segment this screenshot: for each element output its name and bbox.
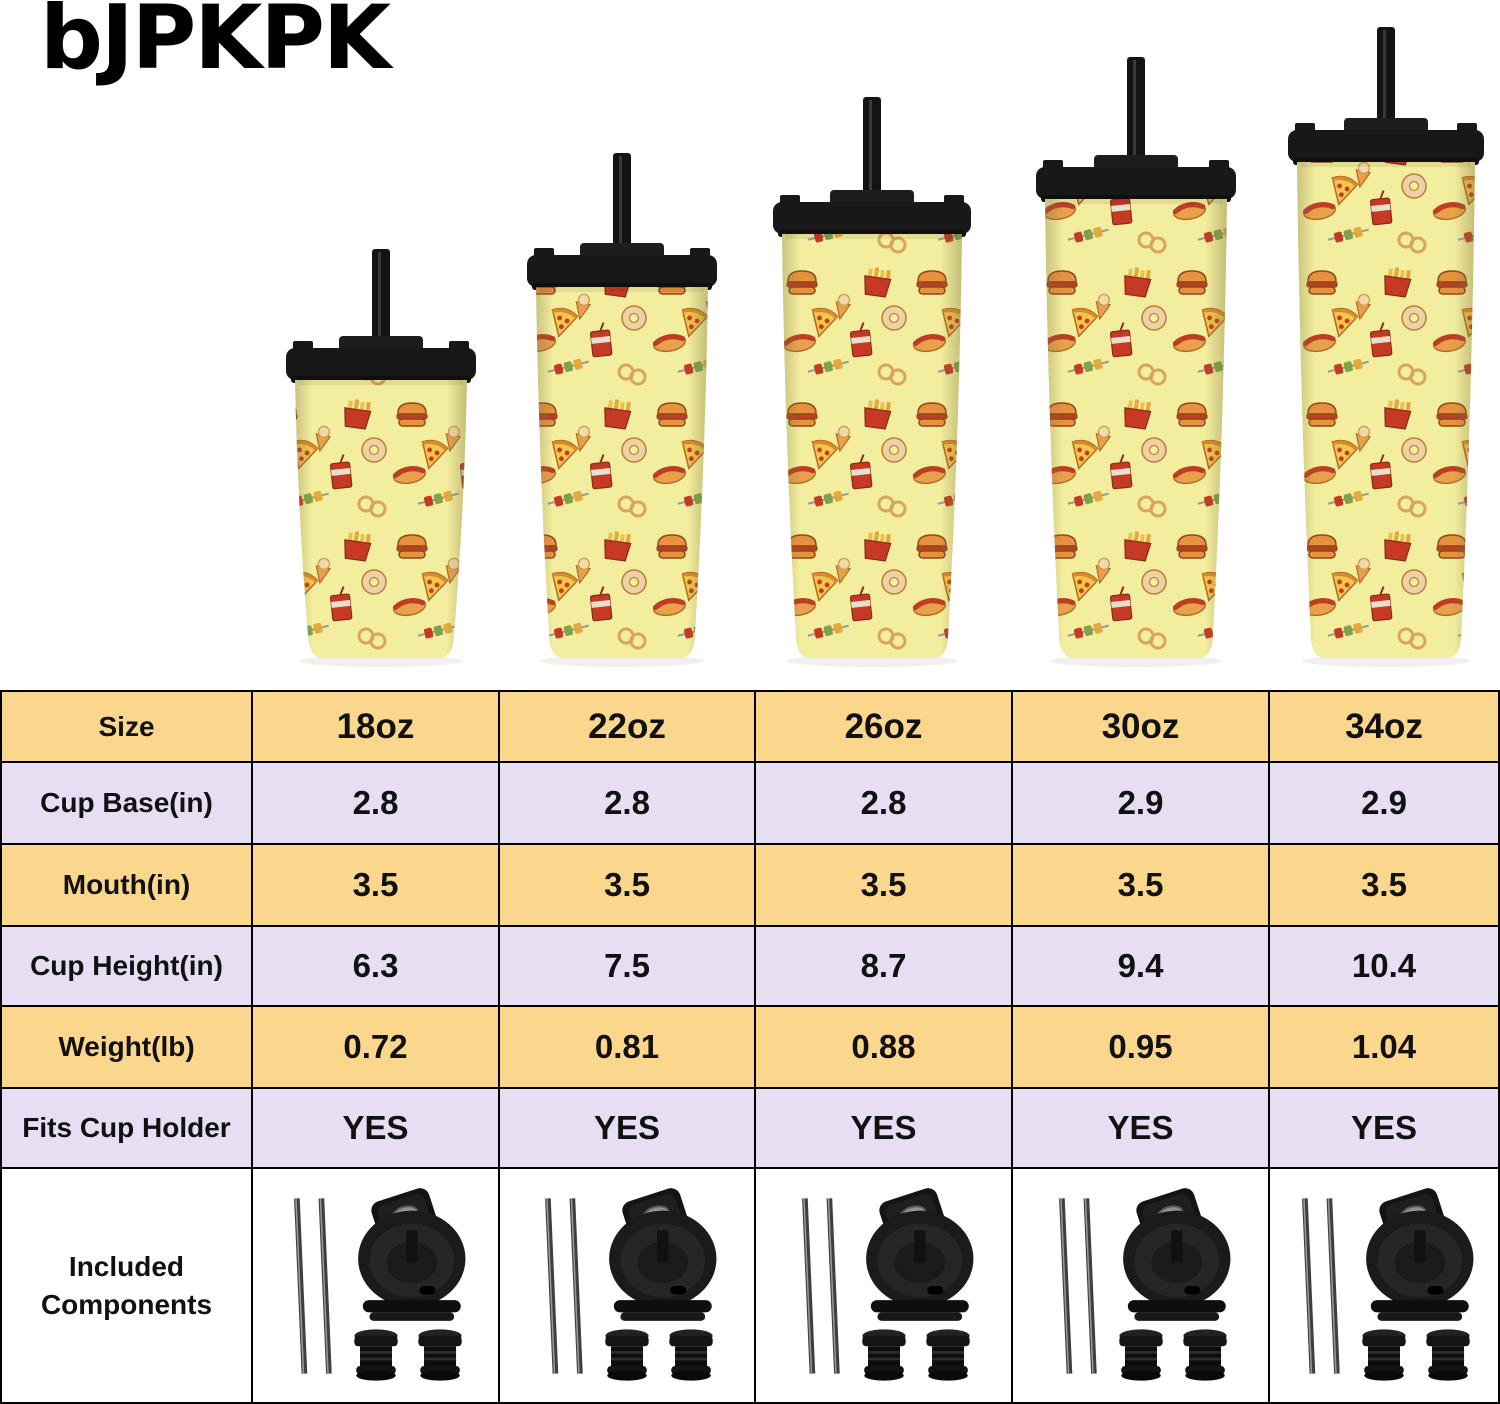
size-header-size-2: 22oz bbox=[500, 692, 756, 763]
row-label-cup-height-in: Cup Height(in) bbox=[2, 927, 253, 1007]
included-components-icon bbox=[263, 1187, 489, 1385]
included-components-icon bbox=[514, 1187, 740, 1385]
spec-cell-mouth-in-2: 3.5 bbox=[500, 845, 756, 927]
tumbler-body bbox=[1297, 162, 1475, 658]
tumbler-lid bbox=[286, 336, 476, 383]
spec-cell-cup-height-in-2: 7.5 bbox=[500, 927, 756, 1007]
spec-cell-weight-lb-1: 0.72 bbox=[253, 1007, 500, 1089]
spec-cell-weight-lb-5: 1.04 bbox=[1270, 1007, 1498, 1089]
spec-table: Size 18oz 22oz 26oz 30oz 34oz Cup Base(in) 2.8 2… bbox=[0, 690, 1500, 1404]
tumbler-body bbox=[782, 234, 962, 658]
row-label-size: Size bbox=[2, 692, 253, 763]
components-cell-1 bbox=[253, 1169, 500, 1402]
spec-cell-cup-base-in-5: 2.9 bbox=[1270, 763, 1498, 845]
spec-cell-fits-cup-holder-3: YES bbox=[756, 1089, 1013, 1169]
spec-cell-mouth-in-4: 3.5 bbox=[1013, 845, 1270, 927]
size-header-size-1: 18oz bbox=[253, 692, 500, 763]
spec-cell-weight-lb-4: 0.95 bbox=[1013, 1007, 1270, 1089]
components-cell-4 bbox=[1013, 1169, 1270, 1402]
components-cell-5 bbox=[1270, 1169, 1498, 1402]
spec-cell-fits-cup-holder-1: YES bbox=[253, 1089, 500, 1169]
spec-cell-cup-height-in-4: 9.4 bbox=[1013, 927, 1270, 1007]
spec-cell-cup-base-in-3: 2.8 bbox=[756, 763, 1013, 845]
components-label-line: Included bbox=[68, 1250, 185, 1282]
spec-cell-cup-height-in-5: 10.4 bbox=[1270, 927, 1498, 1007]
row-label-mouth-in: Mouth(in) bbox=[2, 845, 253, 927]
included-components-icon bbox=[1271, 1187, 1497, 1385]
spec-cell-cup-base-in-2: 2.8 bbox=[500, 763, 756, 845]
row-label-fits-cup-holder: Fits Cup Holder bbox=[2, 1089, 253, 1169]
tumbler-18oz bbox=[286, 249, 476, 667]
tumbler-30oz bbox=[1036, 57, 1236, 667]
tumbler-lid bbox=[773, 190, 971, 237]
spec-cell-weight-lb-2: 0.81 bbox=[500, 1007, 756, 1089]
spec-cell-cup-base-in-1: 2.8 bbox=[253, 763, 500, 845]
product-lineup bbox=[286, 27, 1484, 667]
spec-cell-cup-height-in-3: 8.7 bbox=[756, 927, 1013, 1007]
spec-cell-mouth-in-1: 3.5 bbox=[253, 845, 500, 927]
brand-logo: bJPKPK bbox=[40, 0, 391, 89]
tumbler-body bbox=[1045, 199, 1227, 658]
spec-cell-fits-cup-holder-4: YES bbox=[1013, 1089, 1270, 1169]
components-label-line: Components bbox=[40, 1288, 213, 1320]
straw-icon bbox=[863, 97, 881, 210]
row-label-cup-base-in: Cup Base(in) bbox=[2, 763, 253, 845]
spec-cell-cup-base-in-4: 2.9 bbox=[1013, 763, 1270, 845]
straw-icon bbox=[1377, 27, 1395, 138]
spec-cell-mouth-in-5: 3.5 bbox=[1270, 845, 1498, 927]
spec-cell-weight-lb-3: 0.88 bbox=[756, 1007, 1013, 1089]
tumbler-body bbox=[536, 287, 708, 658]
row-label-included-components: Included Components bbox=[2, 1169, 253, 1402]
components-cell-3 bbox=[756, 1169, 1013, 1402]
straw-icon bbox=[1127, 57, 1145, 175]
spec-cell-mouth-in-3: 3.5 bbox=[756, 845, 1013, 927]
size-header-size-3: 26oz bbox=[756, 692, 1013, 763]
straw-icon bbox=[613, 153, 631, 263]
components-cell-2 bbox=[500, 1169, 756, 1402]
tumbler-lid bbox=[527, 243, 717, 290]
row-label-weight-lb: Weight(lb) bbox=[2, 1007, 253, 1089]
tumbler-22oz bbox=[527, 153, 717, 667]
included-components-icon bbox=[771, 1187, 997, 1385]
tumbler-lid bbox=[1036, 155, 1236, 202]
tumbler-lid bbox=[1288, 118, 1484, 165]
tumbler-body bbox=[295, 380, 467, 658]
spec-cell-fits-cup-holder-2: YES bbox=[500, 1089, 756, 1169]
size-header-size-5: 34oz bbox=[1270, 692, 1498, 763]
size-header-size-4: 30oz bbox=[1013, 692, 1270, 763]
tumbler-26oz bbox=[773, 97, 971, 667]
tumbler-34oz bbox=[1288, 27, 1484, 667]
straw-icon bbox=[372, 249, 390, 356]
included-components-icon bbox=[1028, 1187, 1254, 1385]
spec-cell-cup-height-in-1: 6.3 bbox=[253, 927, 500, 1007]
spec-cell-fits-cup-holder-5: YES bbox=[1270, 1089, 1498, 1169]
